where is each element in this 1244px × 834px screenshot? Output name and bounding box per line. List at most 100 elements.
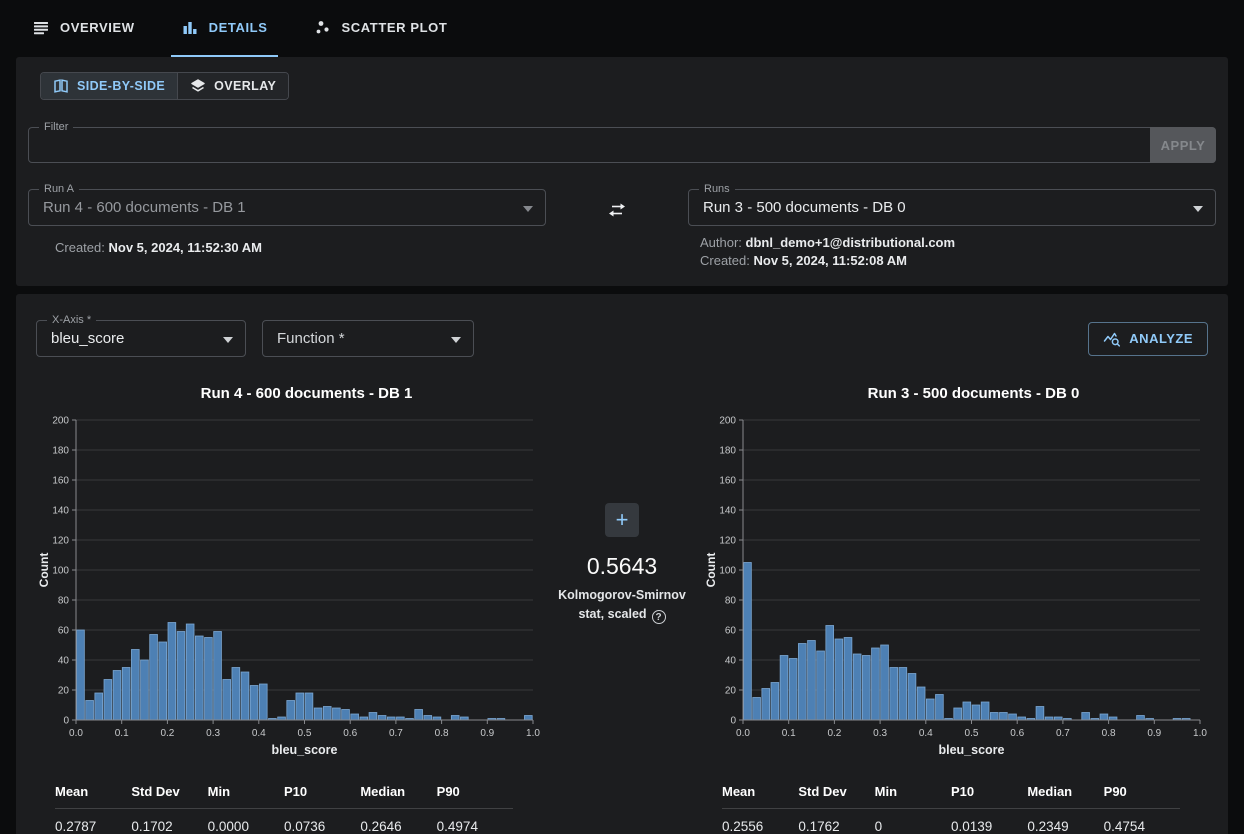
stats-header-cell: Mean	[722, 775, 799, 809]
top-tab-bar: OVERVIEW DETAILS SCATTER PLOT	[0, 0, 1244, 57]
side-by-side-icon	[54, 79, 68, 93]
svg-text:0.3: 0.3	[206, 728, 220, 739]
run-b-meta: Author: dbnl_demo+1@distributional.com C…	[688, 234, 1216, 270]
svg-text:0.6: 0.6	[1010, 728, 1024, 739]
stats-header-cell: P90	[436, 775, 513, 809]
side-by-side-label: SIDE-BY-SIDE	[77, 79, 166, 93]
tab-overview[interactable]: OVERVIEW	[22, 0, 145, 57]
svg-text:0: 0	[63, 716, 69, 727]
runs-select[interactable]: Runs Run 3 - 500 documents - DB 0	[688, 183, 1216, 226]
svg-text:0.0: 0.0	[69, 728, 83, 739]
run-b-author-label: Author:	[700, 235, 742, 250]
analyze-button-label: ANALYZE	[1129, 331, 1193, 346]
svg-text:0.7: 0.7	[389, 728, 403, 739]
x-axis-select[interactable]: X-Axis * bleu_score	[36, 314, 246, 357]
svg-text:Count: Count	[37, 553, 51, 588]
chart-b-title: Run 3 - 500 documents - DB 0	[867, 385, 1080, 402]
details-bar-chart-icon	[183, 21, 197, 34]
run-a-column: Run A Run 4 - 600 documents - DB 1 Creat…	[28, 183, 546, 257]
side-by-side-toggle[interactable]: SIDE-BY-SIDE	[41, 73, 178, 99]
run-b-created-label: Created:	[700, 253, 750, 268]
svg-text:0.9: 0.9	[480, 728, 494, 739]
tab-overview-label: OVERVIEW	[60, 20, 135, 35]
run-a-chevron-down-icon	[523, 206, 533, 212]
stats-header-cell: Min	[874, 775, 951, 809]
help-icon[interactable]: ?	[651, 610, 666, 624]
tab-scatter-plot-label: SCATTER PLOT	[341, 20, 448, 35]
query-stats-icon	[1104, 332, 1121, 347]
svg-text:0.4: 0.4	[252, 728, 266, 739]
scatter-plot-icon	[316, 20, 329, 33]
stats-value-cell: 0.4974	[436, 819, 478, 834]
overview-list-icon	[34, 21, 48, 34]
swap-runs-button[interactable]	[602, 197, 632, 226]
stats-value-cell: 0.2646	[360, 819, 402, 834]
filter-field: Filter APPLY	[28, 121, 1216, 163]
svg-text:200: 200	[52, 416, 69, 427]
svg-text:0.8: 0.8	[435, 728, 449, 739]
view-mode-toggle-group: SIDE-BY-SIDE OVERLAY	[40, 72, 290, 100]
stats-header-cell: Mean	[55, 775, 132, 809]
tab-details-label: DETAILS	[208, 20, 268, 35]
svg-text:40: 40	[58, 656, 70, 667]
stats-value-cell: 0.0139	[951, 819, 993, 834]
runs-chevron-down-icon	[1193, 206, 1203, 212]
stats-header-cell: Median	[1027, 775, 1104, 809]
filter-row: Filter APPLY	[28, 121, 1216, 163]
svg-text:0.6: 0.6	[343, 728, 357, 739]
run-a-select-value: Run 4 - 600 documents - DB 1	[43, 199, 246, 216]
svg-text:140: 140	[52, 506, 69, 517]
x-axis-chevron-down-icon	[223, 337, 233, 343]
charts-panel: X-Axis * bleu_score Function * ANALYZE	[16, 294, 1228, 834]
ks-stat-value: 0.5643	[586, 553, 658, 579]
function-select[interactable]: Function *	[262, 320, 474, 357]
chart-a-column: Run 4 - 600 documents - DB 1 0 20 40 60 80 10…	[36, 385, 541, 834]
tab-scatter-plot[interactable]: SCATTER PLOT	[304, 0, 458, 57]
svg-text:20: 20	[725, 686, 737, 697]
svg-text:160: 160	[52, 476, 69, 487]
stats-value-cell: 0.1762	[798, 819, 840, 834]
stats-header-cell: Median	[360, 775, 437, 809]
svg-text:0.9: 0.9	[1147, 728, 1161, 739]
svg-text:0.7: 0.7	[1056, 728, 1070, 739]
stats-header-cell: P90	[1103, 775, 1180, 809]
run-a-meta: Created: Nov 5, 2024, 11:52:30 AM	[28, 239, 546, 257]
stats-header-cell: P10	[284, 775, 361, 809]
svg-text:160: 160	[719, 476, 736, 487]
ks-stat-column: + 0.5643 Kolmogorov-Smirnov stat, scaled…	[541, 385, 703, 834]
stats-value-cell: 0.1702	[131, 819, 173, 834]
run-a-select-label: Run A	[39, 183, 79, 195]
svg-text:1.0: 1.0	[1193, 728, 1207, 739]
add-stat-button[interactable]: +	[605, 503, 639, 537]
chart-a-stats-table: Mean Std Dev Min P10 Median P90 0.2787 0.1702 0.…	[55, 775, 513, 834]
svg-text:0.1: 0.1	[115, 728, 129, 739]
svg-text:1.0: 1.0	[526, 728, 540, 739]
svg-text:120: 120	[719, 536, 736, 547]
svg-text:180: 180	[52, 446, 69, 457]
run-a-created-value: Nov 5, 2024, 11:52:30 AM	[108, 240, 262, 255]
ks-caption-line1: Kolmogorov-Smirnov	[558, 588, 686, 602]
stats-value-cell: 0.2787	[55, 819, 97, 834]
function-chevron-down-icon	[451, 337, 461, 343]
svg-text:0.4: 0.4	[919, 728, 933, 739]
analyze-button[interactable]: ANALYZE	[1088, 321, 1208, 356]
stats-value-cell: 0.2349	[1027, 819, 1069, 834]
svg-text:bleu_score: bleu_score	[271, 743, 337, 757]
svg-text:100: 100	[719, 566, 736, 577]
filter-input[interactable]	[29, 128, 1149, 162]
stats-value-cell: 0.0736	[284, 819, 326, 834]
svg-text:140: 140	[719, 506, 736, 517]
svg-text:Count: Count	[704, 553, 718, 588]
overlay-layers-icon	[191, 79, 205, 92]
svg-text:80: 80	[58, 596, 70, 607]
run-a-select[interactable]: Run A Run 4 - 600 documents - DB 1	[28, 183, 546, 226]
tab-details[interactable]: DETAILS	[170, 0, 278, 57]
stats-header-cell: Std Dev	[798, 775, 875, 809]
svg-text:0.2: 0.2	[827, 728, 841, 739]
runs-select-value: Run 3 - 500 documents - DB 0	[703, 199, 906, 216]
overlay-toggle[interactable]: OVERLAY	[177, 73, 289, 99]
svg-text:180: 180	[719, 446, 736, 457]
svg-text:0.1: 0.1	[782, 728, 796, 739]
apply-button[interactable]: APPLY	[1150, 127, 1216, 163]
svg-text:60: 60	[725, 626, 737, 637]
